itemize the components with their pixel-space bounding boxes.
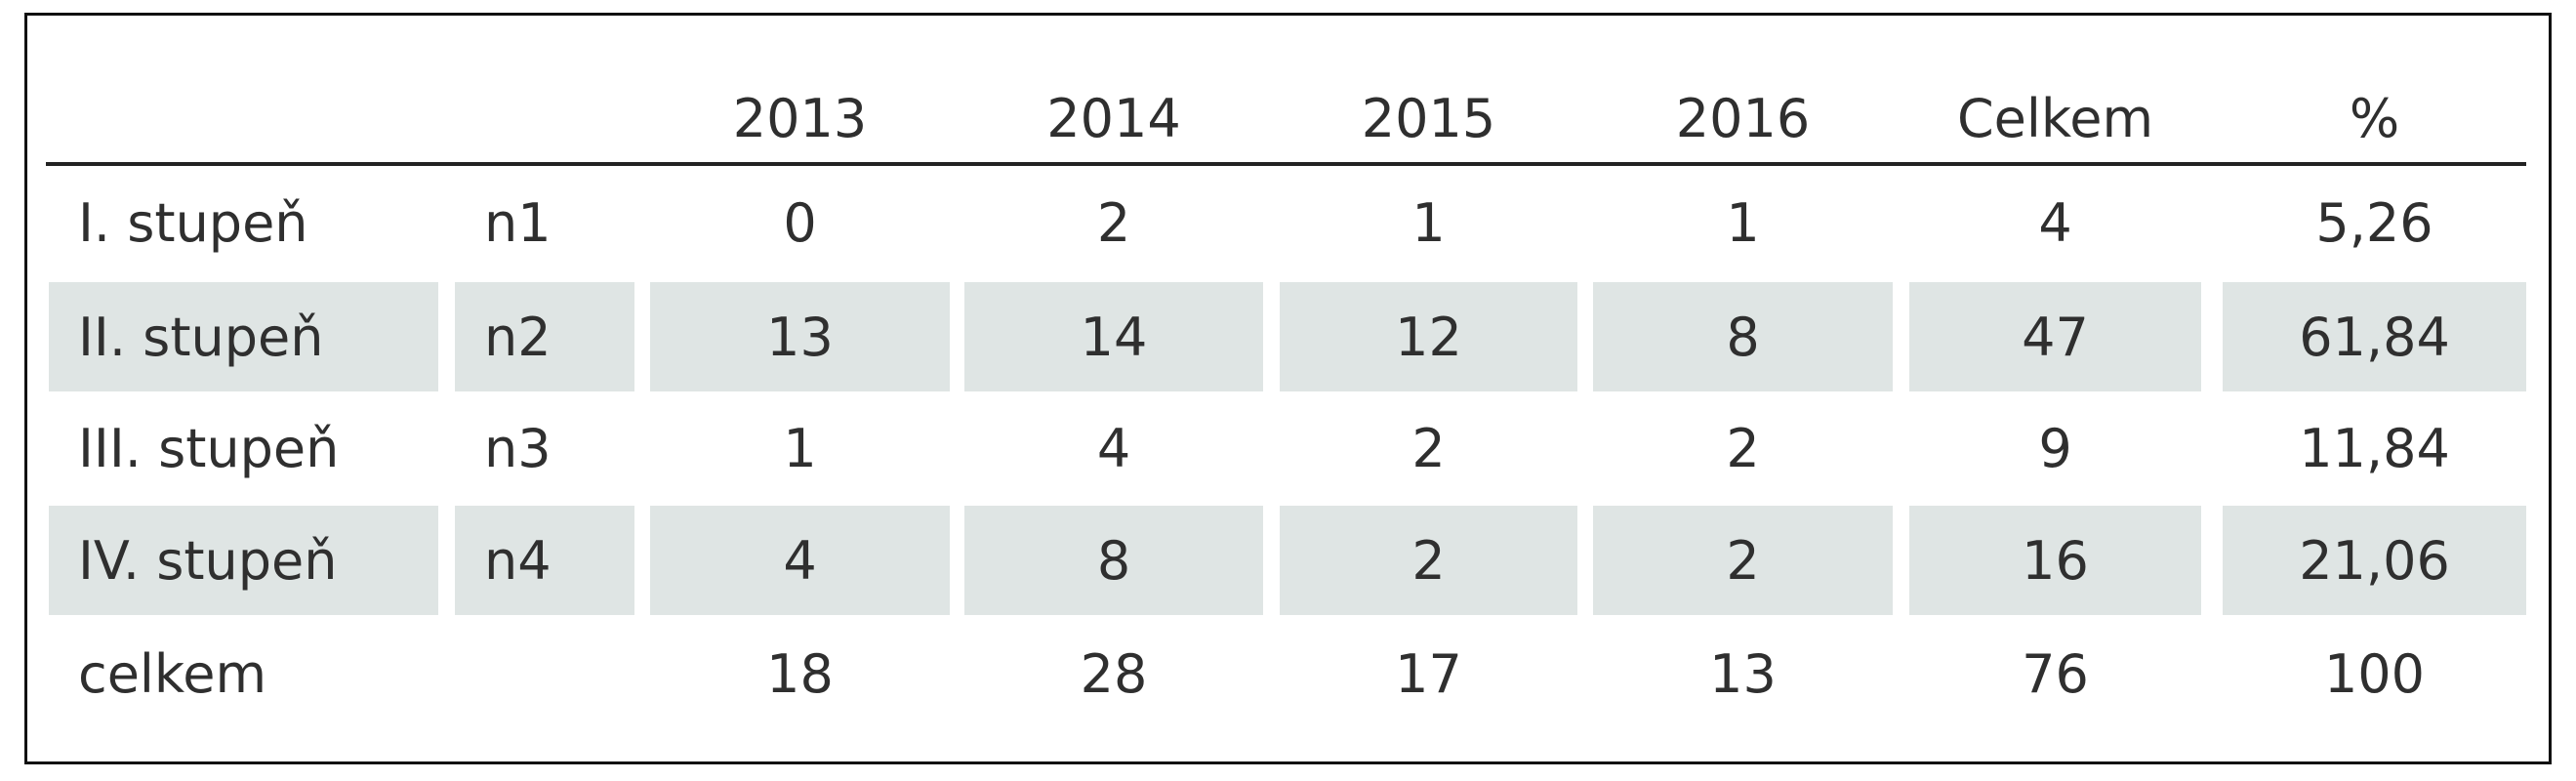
cell-value: 61,84	[2223, 282, 2526, 391]
cell-value: 2	[1726, 417, 1760, 479]
cell-value: 21,06	[2223, 506, 2526, 615]
header-rule	[46, 162, 2526, 166]
cell-value: 1	[783, 417, 817, 479]
cell-value: 12	[1280, 282, 1577, 391]
cell-value: 0	[783, 191, 817, 254]
row-code: n3	[484, 417, 552, 479]
cell-value: 16	[1909, 506, 2201, 615]
cell-value: 9	[2038, 417, 2072, 479]
cell-value: 1	[1726, 191, 1760, 254]
cell-value: 13	[1709, 642, 1777, 705]
column-header: 2014	[1046, 87, 1181, 149]
column-header: Celkem	[1956, 87, 2154, 149]
cell-value: 2	[1593, 506, 1893, 615]
cell-value: 8	[964, 506, 1263, 615]
row-code: n2	[455, 282, 634, 391]
cell-value: 28	[1080, 642, 1148, 705]
cell-value: 8	[1593, 282, 1893, 391]
cell-value: 18	[766, 642, 834, 705]
cell-value: 2	[1280, 506, 1577, 615]
column-header: %	[2349, 87, 2400, 149]
cell-value: 17	[1395, 642, 1462, 705]
table-frame	[24, 13, 2552, 764]
cell-value: 4	[650, 506, 950, 615]
row-label: IV. stupeň	[49, 506, 438, 615]
cell-value: 4	[1096, 417, 1131, 479]
cell-value: 5,26	[2315, 191, 2433, 254]
cell-value: 47	[1909, 282, 2201, 391]
cell-value: 4	[2038, 191, 2072, 254]
cell-value: 1	[1411, 191, 1446, 254]
row-label: I. stupeň	[78, 191, 308, 254]
cell-value: 76	[2022, 642, 2089, 705]
cell-value: 13	[650, 282, 950, 391]
cell-value: 14	[964, 282, 1263, 391]
column-header: 2015	[1361, 87, 1496, 149]
row-code	[455, 619, 634, 728]
row-label: III. stupeň	[78, 417, 340, 479]
row-label: celkem	[78, 642, 267, 705]
row-label: II. stupeň	[49, 282, 438, 391]
cell-value: 11,84	[2299, 417, 2450, 479]
row-code: n1	[484, 191, 552, 254]
column-header: 2016	[1675, 87, 1811, 149]
row-code: n4	[455, 506, 634, 615]
column-header: 2013	[732, 87, 868, 149]
cell-value: 2	[1096, 191, 1131, 254]
cell-value: 100	[2323, 642, 2426, 705]
cell-value: 2	[1411, 417, 1446, 479]
